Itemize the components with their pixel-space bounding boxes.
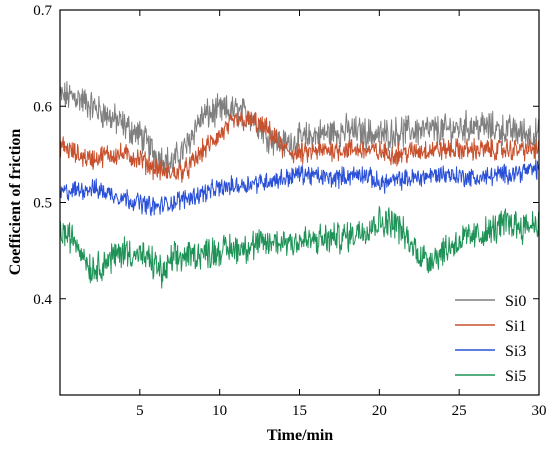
series-line-si3 [59, 159, 540, 217]
y-tick-label: 0.5 [33, 196, 52, 212]
x-tick-label: 20 [372, 403, 387, 419]
legend-label-si5: Si5 [505, 368, 526, 385]
x-tick-label: 10 [212, 403, 227, 419]
y-tick-label: 0.6 [33, 99, 52, 115]
x-tick-label: 30 [532, 403, 547, 419]
y-tick-label: 0.7 [33, 3, 52, 19]
y-axis-title: Coefficient of friction [7, 129, 24, 276]
legend-label-si0: Si0 [505, 293, 526, 310]
series-line-si1 [59, 110, 540, 183]
legend-label-si3: Si3 [505, 343, 526, 360]
plot-lines [59, 81, 540, 289]
series-line-si5 [59, 205, 540, 289]
legend: Si0 Si1 Si3 Si5 [455, 293, 526, 385]
x-tick-label: 15 [292, 403, 307, 419]
y-tick-label: 0.4 [33, 292, 52, 308]
ticks-group: 5 10 15 20 25 30 0.4 0.5 0.6 0.7 [33, 3, 546, 419]
series-line-si0 [59, 81, 540, 177]
plot-frame [59, 9, 540, 396]
x-tick-label: 25 [452, 403, 467, 419]
x-tick-label: 5 [136, 403, 144, 419]
legend-label-si1: Si1 [505, 318, 526, 335]
x-axis-title: Time/min [267, 427, 333, 444]
